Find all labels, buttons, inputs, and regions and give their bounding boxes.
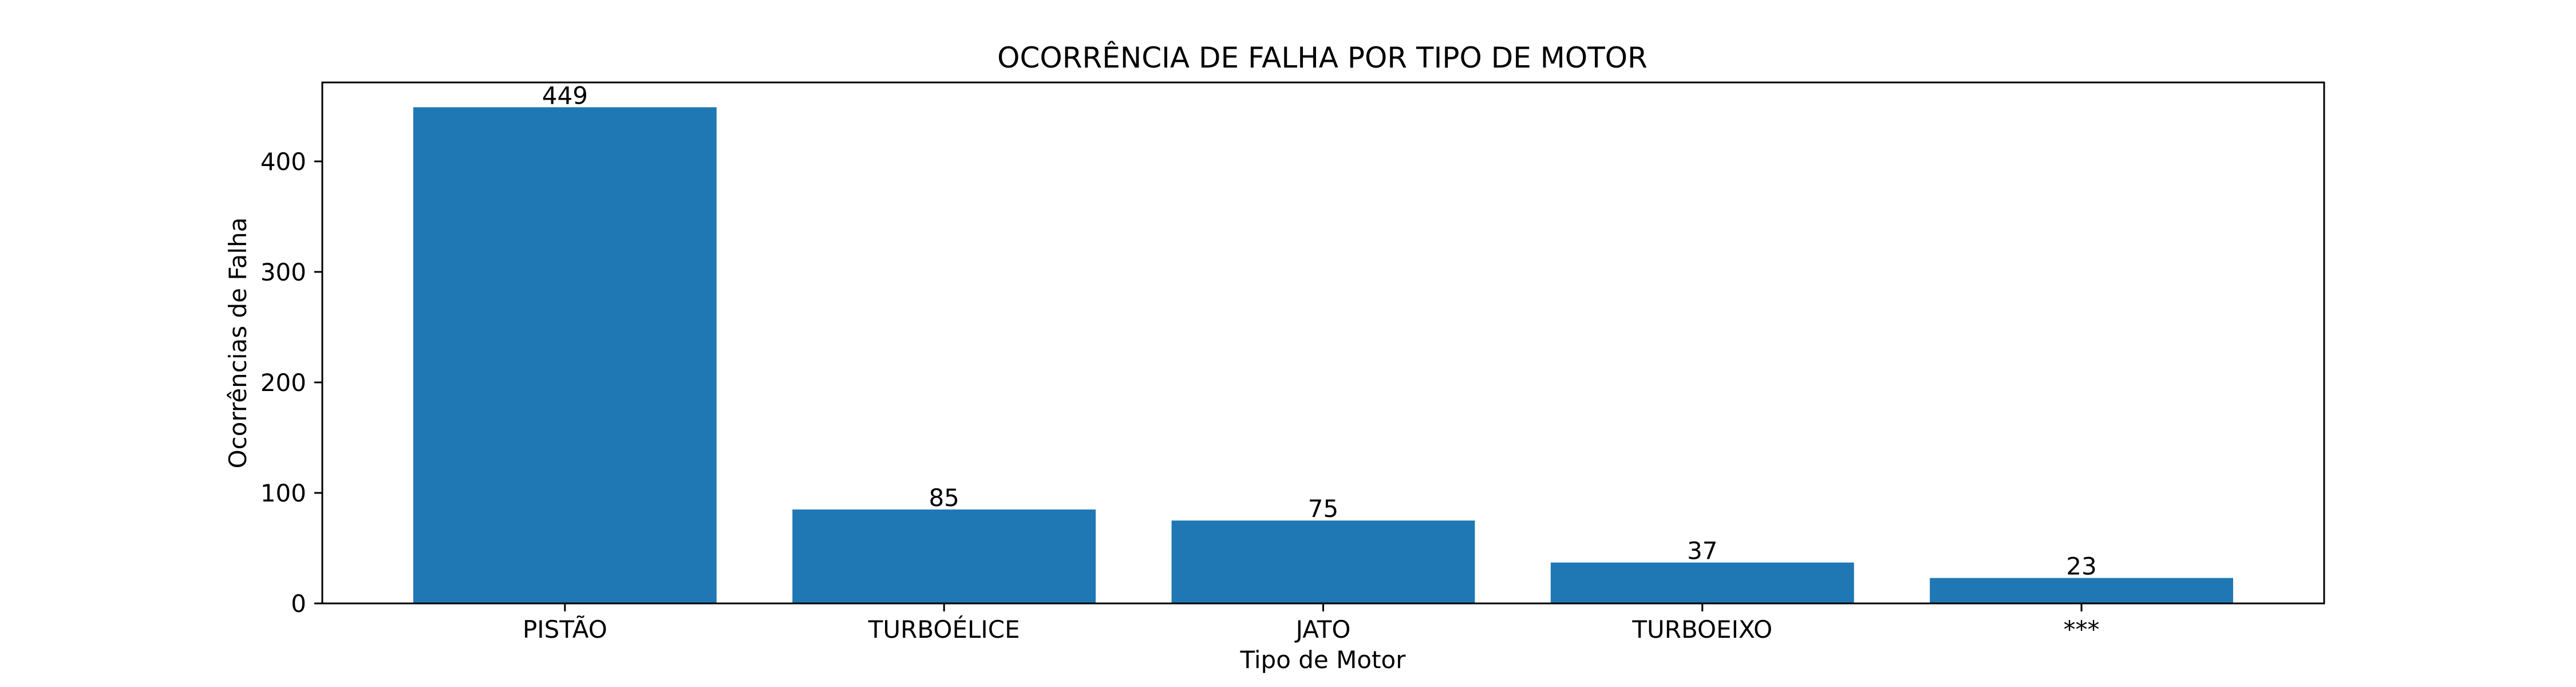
chart-title: OCORRÊNCIA DE FALHA POR TIPO DE MOTOR (997, 41, 1647, 74)
data-labels-group: 449 85 75 37 23 (542, 81, 2097, 580)
y-tick-label-0: 0 (291, 590, 306, 618)
data-label-3: 37 (1687, 537, 1717, 565)
y-tick-label-4: 400 (260, 148, 306, 176)
y-tick-label-1: 100 (260, 479, 306, 507)
y-tick-label-2: 200 (260, 369, 306, 397)
bar-0 (413, 107, 717, 604)
x-tick-label-4: *** (2064, 615, 2100, 643)
x-tick-label-0: PISTÃO (523, 615, 607, 643)
bar-2 (1171, 520, 1475, 603)
y-axis: 0 100 200 300 400 (260, 148, 322, 618)
x-axis: PISTÃO TURBOÉLICE JATO TURBOEIXO *** (523, 603, 2100, 643)
y-axis-label: Ocorrências de Falha (224, 218, 252, 469)
bar-3 (1550, 562, 1854, 603)
data-label-0: 449 (542, 81, 588, 109)
data-label-2: 75 (1308, 495, 1338, 523)
plot-frame (321, 81, 2325, 605)
bars-group (413, 107, 2234, 604)
y-tick-label-3: 300 (260, 258, 306, 286)
data-label-1: 85 (929, 484, 959, 512)
data-label-4: 23 (2066, 552, 2096, 581)
x-axis-label: Tipo de Motor (1240, 646, 1406, 674)
x-tick-label-2: JATO (1294, 615, 1351, 643)
x-tick-label-1: TURBOÉLICE (868, 615, 1020, 643)
bar-4 (1930, 578, 2234, 603)
bar-1 (792, 509, 1096, 603)
x-tick-label-3: TURBOEIXO (1631, 615, 1772, 643)
